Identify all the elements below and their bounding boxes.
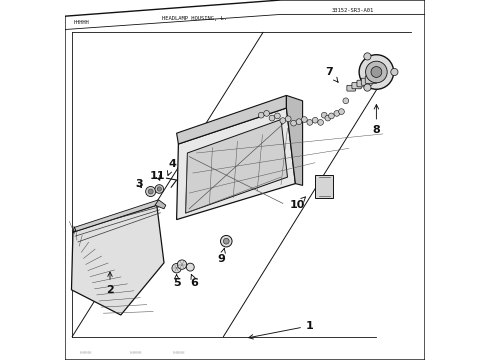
Text: HHHHH: HHHHH	[79, 351, 92, 355]
Circle shape	[296, 119, 302, 125]
Text: 5: 5	[173, 274, 180, 288]
Circle shape	[223, 238, 229, 244]
Polygon shape	[73, 200, 159, 232]
Circle shape	[172, 264, 181, 273]
FancyBboxPatch shape	[365, 76, 377, 83]
Text: HEADLAMP HOUSING, L.: HEADLAMP HOUSING, L.	[162, 16, 227, 21]
Text: HHHHH: HHHHH	[130, 351, 142, 355]
Circle shape	[318, 120, 323, 125]
Circle shape	[328, 113, 334, 119]
Text: HHHHH: HHHHH	[74, 20, 90, 25]
Circle shape	[220, 235, 232, 247]
Circle shape	[301, 117, 307, 122]
Text: 3: 3	[135, 179, 143, 189]
Circle shape	[371, 67, 382, 77]
Circle shape	[146, 186, 156, 197]
Circle shape	[364, 53, 371, 60]
Text: 6: 6	[191, 274, 198, 288]
Circle shape	[155, 185, 164, 193]
Circle shape	[264, 111, 270, 116]
Polygon shape	[155, 200, 166, 209]
Circle shape	[343, 98, 349, 104]
Text: 11: 11	[150, 171, 166, 181]
Circle shape	[258, 112, 264, 118]
Circle shape	[364, 84, 371, 91]
Circle shape	[359, 55, 393, 89]
Circle shape	[334, 111, 340, 116]
Circle shape	[157, 187, 162, 191]
Text: 8: 8	[372, 105, 380, 135]
Polygon shape	[72, 205, 164, 315]
Text: 2: 2	[106, 272, 114, 295]
Text: 10: 10	[290, 197, 305, 210]
Polygon shape	[176, 108, 295, 220]
FancyBboxPatch shape	[361, 78, 372, 85]
Circle shape	[307, 120, 313, 125]
Circle shape	[269, 115, 275, 121]
Circle shape	[325, 115, 331, 121]
Text: 9: 9	[218, 248, 225, 264]
Circle shape	[186, 263, 194, 271]
Circle shape	[148, 189, 153, 194]
Circle shape	[280, 118, 286, 123]
Circle shape	[285, 116, 291, 122]
Polygon shape	[176, 95, 286, 144]
Text: HHHHH: HHHHH	[173, 351, 186, 355]
Circle shape	[339, 109, 344, 114]
Text: 7: 7	[326, 67, 338, 82]
Circle shape	[366, 61, 387, 83]
Text: 33152-SR3-A01: 33152-SR3-A01	[332, 8, 374, 13]
Polygon shape	[286, 95, 303, 185]
FancyBboxPatch shape	[352, 82, 361, 89]
Text: 1: 1	[249, 321, 314, 339]
Circle shape	[177, 260, 187, 269]
FancyBboxPatch shape	[347, 85, 356, 91]
Circle shape	[274, 113, 280, 119]
FancyBboxPatch shape	[315, 175, 333, 198]
FancyBboxPatch shape	[357, 80, 367, 87]
Polygon shape	[186, 120, 288, 213]
Circle shape	[321, 112, 327, 118]
Text: 4: 4	[168, 159, 176, 175]
Circle shape	[291, 120, 296, 126]
Circle shape	[391, 68, 398, 76]
Circle shape	[312, 117, 318, 123]
